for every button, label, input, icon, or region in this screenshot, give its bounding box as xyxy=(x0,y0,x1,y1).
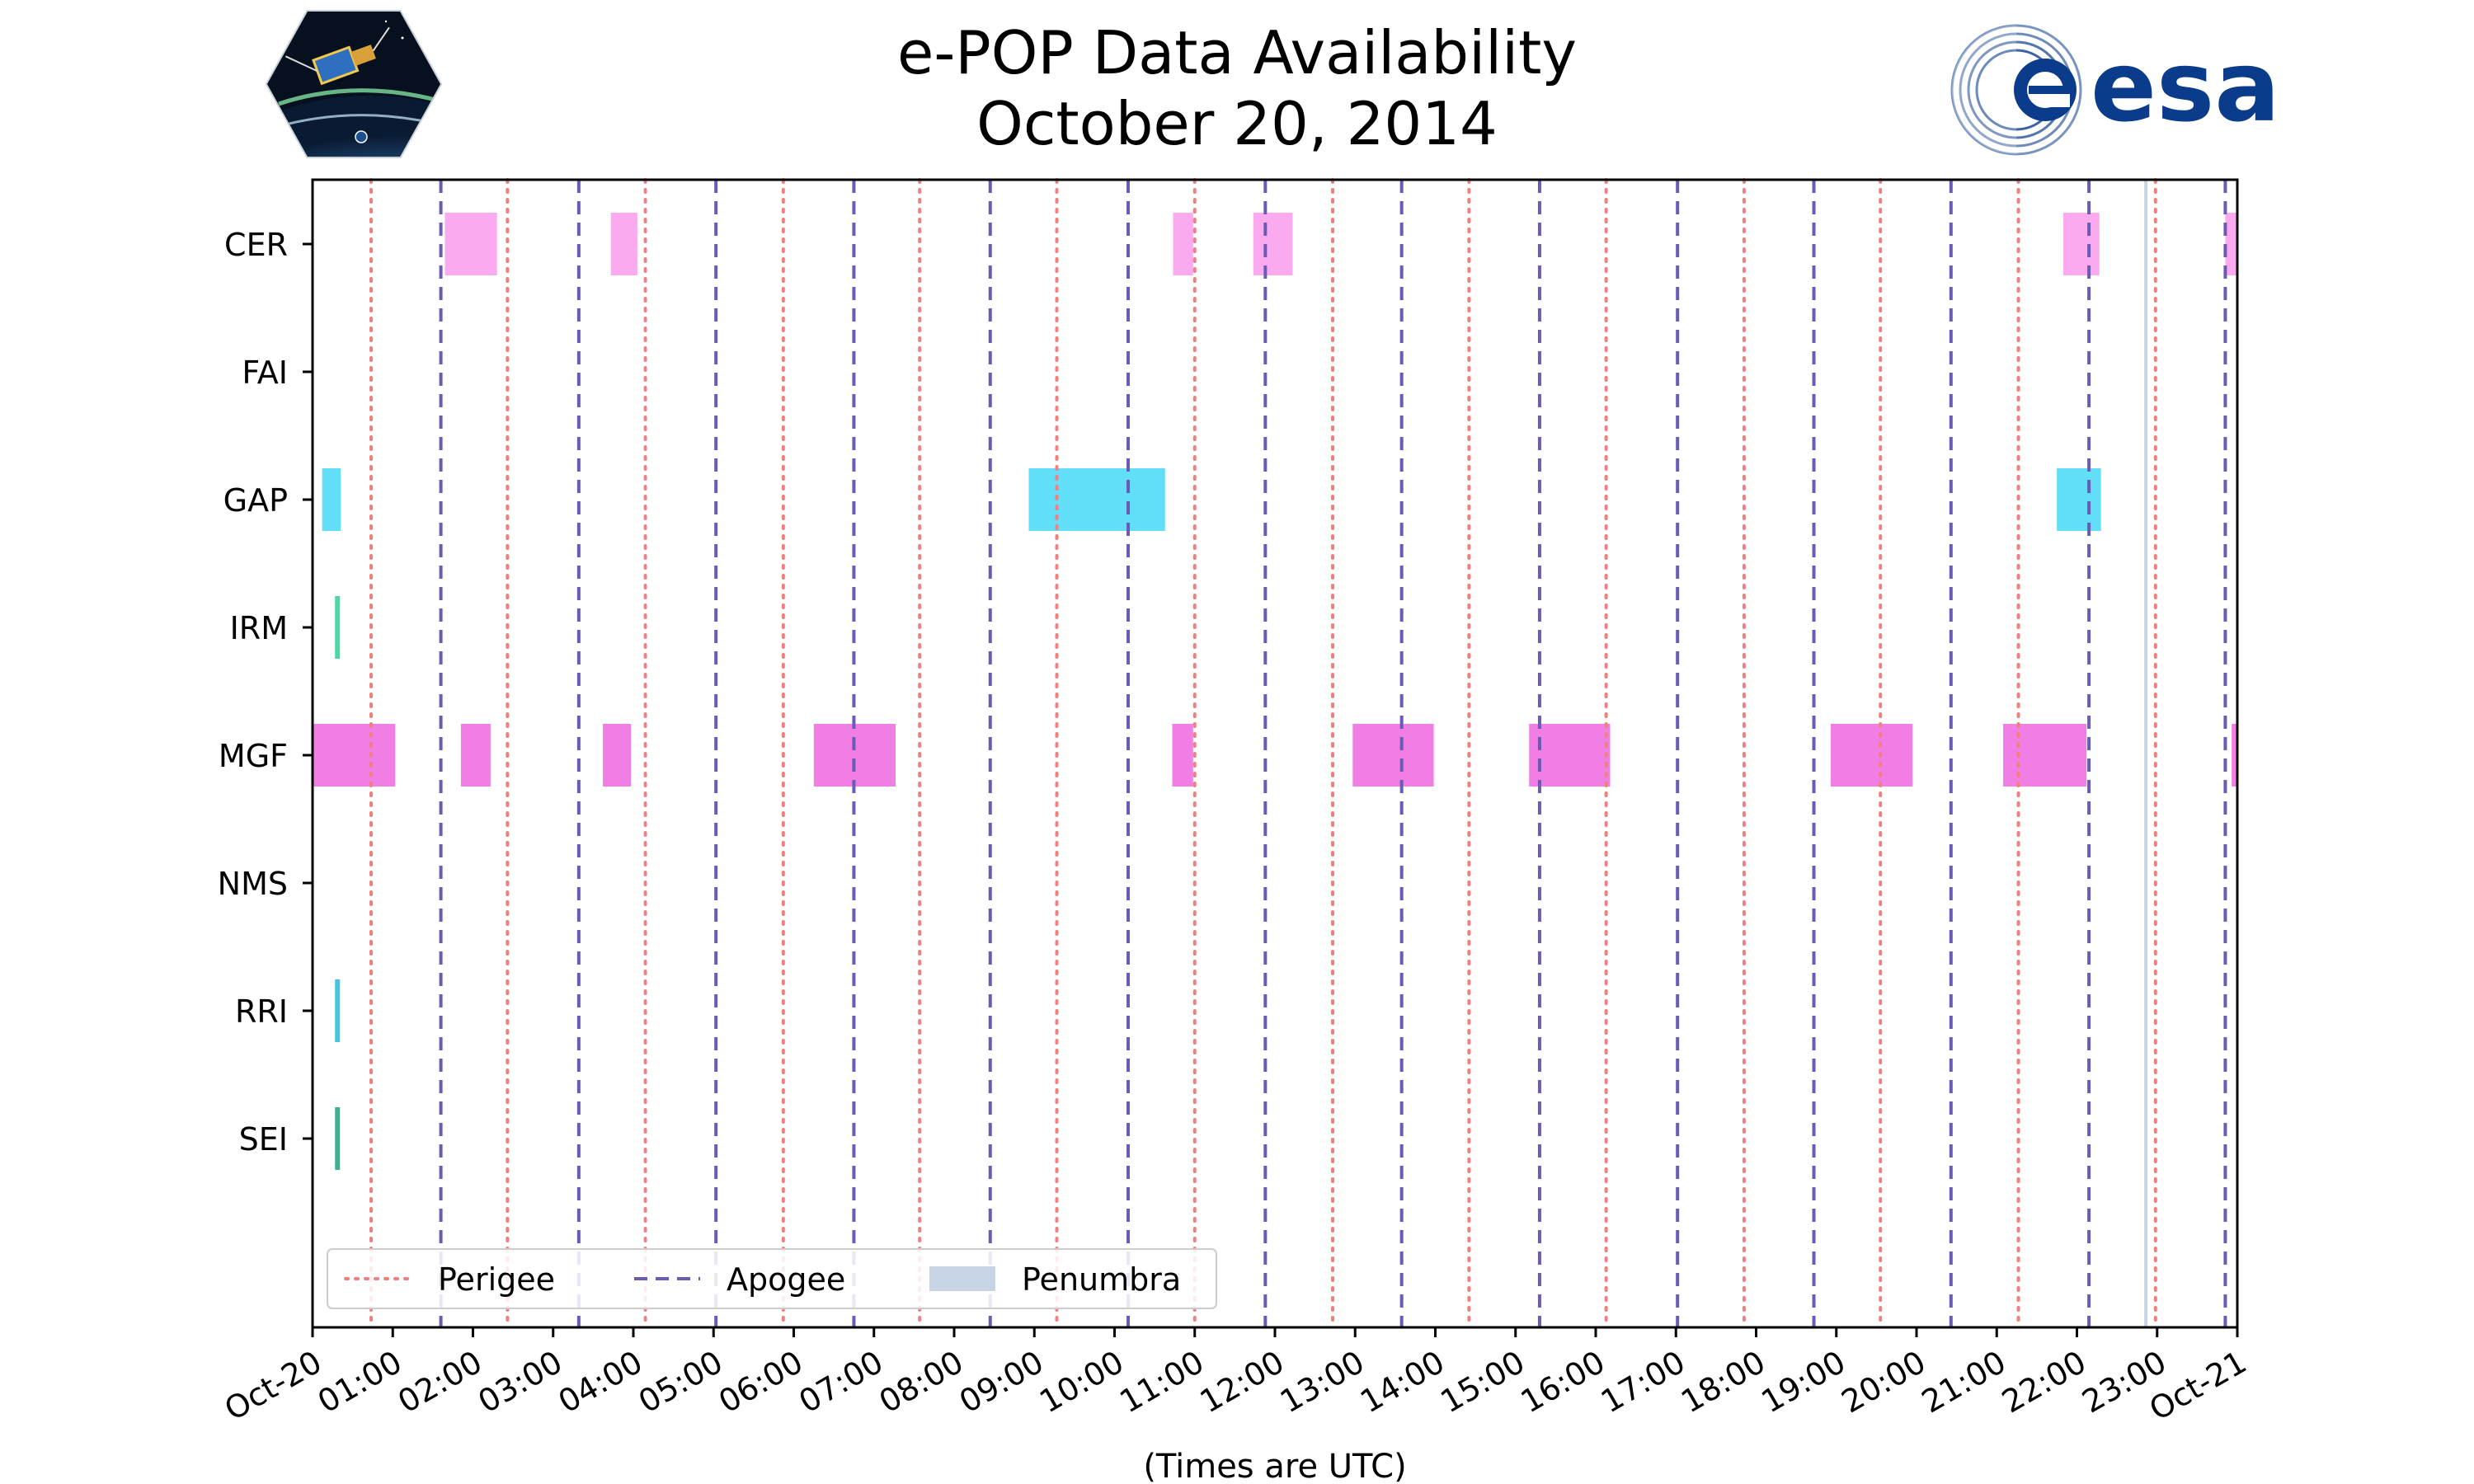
x-tick-label: 14:00 xyxy=(1354,1344,1451,1421)
chart-title-line-1: e-POP Data Availability xyxy=(897,18,1577,87)
legend-label-perigee: Perigee xyxy=(438,1261,555,1298)
x-tick-label: 06:00 xyxy=(713,1344,809,1421)
x-tick-label: 16:00 xyxy=(1515,1344,1611,1421)
x-tick-label: 10:00 xyxy=(1033,1344,1130,1421)
y-tick-label-mgf: MGF xyxy=(219,738,288,774)
availability-bar-gap xyxy=(322,468,341,531)
y-tick-label-fai: FAI xyxy=(242,355,288,391)
esa-logo: esa xyxy=(1950,24,2280,156)
cassiope-logo xyxy=(265,10,443,158)
availability-bar-mgf xyxy=(2003,724,2087,787)
x-tick-label: Oct-20 xyxy=(219,1344,328,1428)
y-tick-label-irm: IRM xyxy=(230,610,288,646)
y-tick-label-sei: SEI xyxy=(239,1121,288,1158)
availability-bar-cer xyxy=(1253,213,1293,275)
availability-bar-mgf xyxy=(313,724,396,787)
availability-bar-mgf xyxy=(1172,724,1193,787)
x-tick-label: 12:00 xyxy=(1194,1344,1291,1421)
x-tick-label: 04:00 xyxy=(553,1344,649,1421)
y-tick-label-rri: RRI xyxy=(235,993,288,1030)
x-tick-label: 17:00 xyxy=(1595,1344,1691,1421)
availability-bar-gap xyxy=(1028,468,1165,531)
x-tick-label: 18:00 xyxy=(1675,1344,1771,1421)
availability-bar-cer xyxy=(444,213,497,275)
x-tick-label: 07:00 xyxy=(793,1344,889,1421)
availability-bar-cer xyxy=(1173,213,1193,275)
availability-bar-mgf xyxy=(2232,724,2237,787)
x-tick-label: 22:00 xyxy=(1996,1344,2092,1421)
availability-bar-cer xyxy=(2225,213,2237,275)
x-tick-label: 20:00 xyxy=(1836,1344,1932,1421)
availability-bar-rri xyxy=(335,979,341,1042)
availability-bar-mgf xyxy=(1529,724,1611,787)
availability-bar-mgf xyxy=(1830,724,1913,787)
x-tick-label: 01:00 xyxy=(312,1344,408,1421)
availability-bar-irm xyxy=(335,596,341,659)
penumbra-band xyxy=(2144,180,2148,1327)
legend-label-penumbra: Penumbra xyxy=(1022,1261,1181,1298)
availability-bar-mgf xyxy=(813,724,896,787)
x-tick-label: 21:00 xyxy=(1916,1344,2012,1421)
x-tick-label: 08:00 xyxy=(873,1344,970,1421)
svg-text:esa: esa xyxy=(2091,30,2280,143)
legend: Perigee Apogee Penumbra xyxy=(327,1248,1217,1309)
x-tick-label: 19:00 xyxy=(1755,1344,1851,1421)
x-tick-label: 09:00 xyxy=(953,1344,1050,1421)
y-tick-label-gap: GAP xyxy=(223,482,288,519)
availability-bar-cer xyxy=(610,213,637,275)
availability-bar-mgf xyxy=(1352,724,1434,787)
y-tick-label-nms: NMS xyxy=(218,866,288,902)
availability-bar-gap xyxy=(2057,468,2101,531)
x-tick-label: 05:00 xyxy=(633,1344,729,1421)
x-axis-label: (Times are UTC) xyxy=(1143,1448,1406,1484)
availability-bar-sei xyxy=(335,1107,341,1170)
x-tick-label: 03:00 xyxy=(472,1344,568,1421)
x-tick-label: 11:00 xyxy=(1113,1344,1210,1421)
legend-box xyxy=(327,1248,1217,1309)
x-tick-label: 15:00 xyxy=(1434,1344,1531,1421)
x-tick-label: 02:00 xyxy=(392,1344,488,1421)
chart-title-line-2: October 20, 2014 xyxy=(976,89,1498,158)
x-tick-label: 13:00 xyxy=(1274,1344,1371,1421)
plot-frame xyxy=(311,178,2239,1329)
availability-bar-cer xyxy=(2062,213,2100,275)
availability-bar-mgf xyxy=(603,724,632,787)
availability-bar-mgf xyxy=(460,724,491,787)
legend-penumbra-swatch xyxy=(929,1266,995,1291)
y-tick-label-cer: CER xyxy=(224,227,288,263)
legend-label-apogee: Apogee xyxy=(727,1261,845,1298)
